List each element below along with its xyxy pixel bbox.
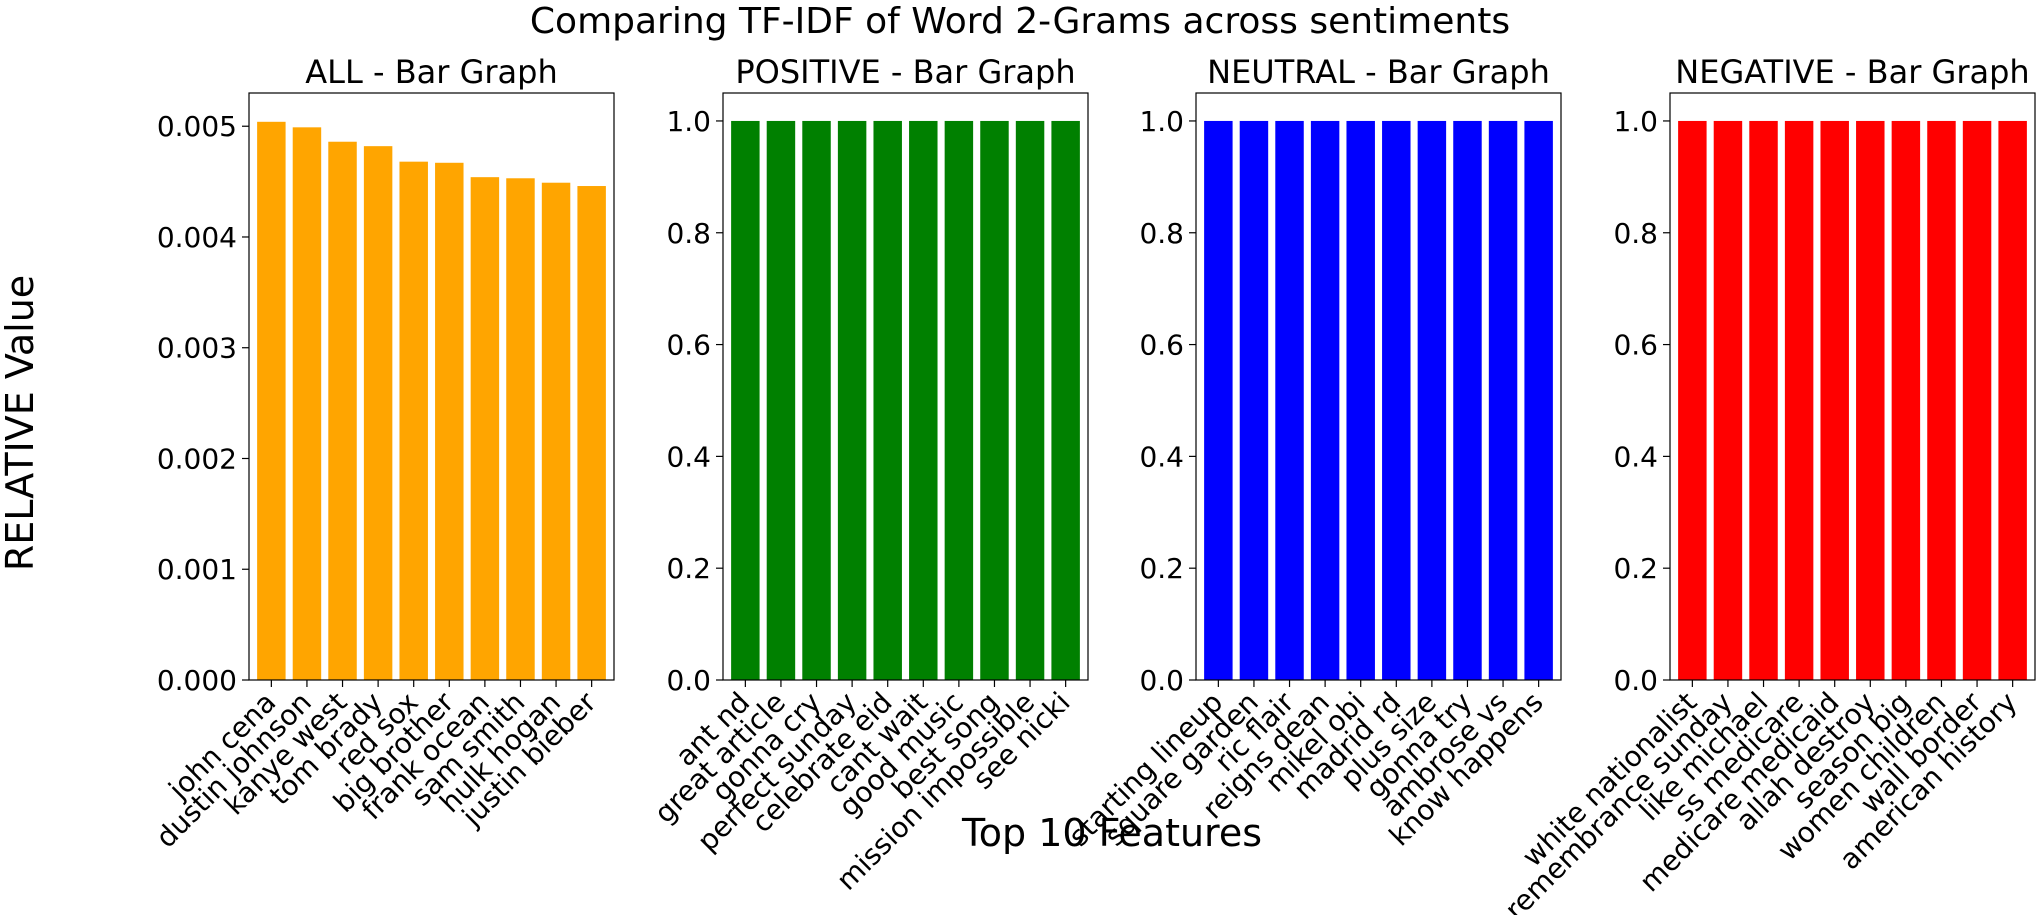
bar (1346, 120, 1375, 680)
plot-frame (722, 92, 1089, 681)
y-tick-label: 0.0 (1139, 664, 1184, 697)
y-tick-label: 1.0 (666, 105, 711, 138)
subplot-title: POSITIVE - Bar Graph (735, 53, 1075, 91)
bar (1749, 120, 1778, 680)
plot-frame (1669, 92, 2036, 681)
bar (1204, 120, 1233, 680)
bar (1488, 120, 1518, 680)
bar (1891, 120, 1921, 680)
y-tick-label: 0.000 (157, 664, 237, 697)
y-tick-label: 0.001 (157, 553, 237, 586)
bar (1453, 120, 1482, 680)
bar (731, 120, 760, 680)
bar (766, 120, 796, 680)
y-tick-label: 0.8 (1139, 217, 1184, 250)
bar (470, 177, 500, 681)
y-tick-label: 1.0 (1613, 105, 1658, 138)
y-tick-label: 0.2 (1139, 552, 1184, 585)
bar (506, 178, 535, 680)
bar (1856, 120, 1885, 680)
y-tick-label: 0.4 (1613, 440, 1658, 473)
bar (1784, 120, 1814, 680)
bar (292, 127, 322, 680)
bar (1927, 120, 1956, 680)
figure-title: Comparing TF-IDF of Word 2-Grams across … (530, 1, 1510, 42)
y-tick-label: 0.002 (157, 442, 237, 475)
bar (944, 120, 974, 680)
bar (363, 146, 393, 680)
bar (802, 120, 831, 680)
y-tick-label: 0.2 (1613, 552, 1658, 585)
bar (1015, 120, 1045, 680)
bar (328, 141, 357, 681)
y-tick-label: 0.6 (1139, 329, 1184, 362)
y-tick-label: 0.8 (1613, 217, 1658, 250)
y-tick-label: 1.0 (1139, 105, 1184, 138)
bar (577, 186, 606, 680)
bar (1713, 120, 1743, 680)
bar (980, 120, 1009, 680)
plot-frame (248, 92, 615, 681)
bar (1382, 120, 1411, 680)
y-tick-label: 0.003 (157, 332, 237, 365)
subplot-title: ALL - Bar Graph (305, 53, 557, 91)
y-tick-label: 0.0 (666, 664, 711, 697)
y-tick-label: 0.4 (1139, 440, 1184, 473)
bar (1310, 120, 1340, 680)
bar (435, 162, 464, 680)
x-axis-label: Top 10 Features (961, 811, 1262, 855)
bar (1051, 120, 1080, 680)
bar (541, 182, 571, 680)
y-tick-label: 0.0 (1613, 664, 1658, 697)
bar (1820, 120, 1849, 680)
bar (257, 121, 286, 681)
bar (1962, 120, 1992, 680)
bar (1524, 120, 1553, 680)
y-tick-label: 0.6 (1613, 329, 1658, 362)
bar (1678, 120, 1707, 680)
y-tick-label: 0.005 (157, 110, 237, 143)
bar (1417, 120, 1447, 680)
subplot-title: NEUTRAL - Bar Graph (1207, 53, 1550, 91)
bar (873, 120, 902, 680)
y-tick-label: 0.2 (666, 552, 711, 585)
subplot-title: NEGATIVE - Bar Graph (1675, 53, 2029, 91)
bar (909, 120, 938, 680)
bar (837, 120, 867, 680)
y-tick-label: 0.6 (666, 329, 711, 362)
bar (1239, 120, 1269, 680)
y-tick-label: 0.004 (157, 221, 237, 254)
bar (399, 161, 428, 681)
y-tick-label: 0.8 (666, 217, 711, 250)
y-tick-label: 0.4 (666, 440, 711, 473)
plot-frame (1195, 92, 1562, 681)
y-axis-label: RELATIVE Value (0, 275, 42, 571)
bar (1998, 120, 2027, 680)
bar (1275, 120, 1304, 680)
